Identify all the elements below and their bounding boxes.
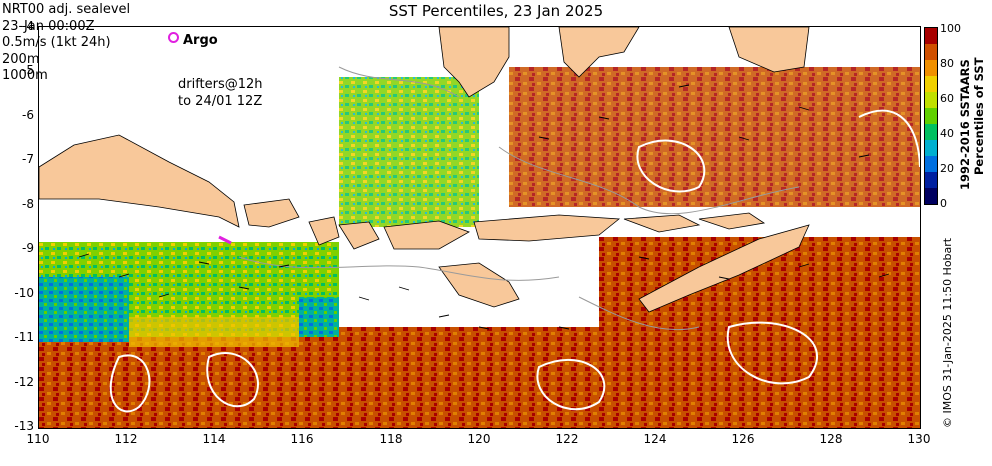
land-sumbawa	[383, 220, 470, 250]
legend-line: NRT00 adj. sealevel	[2, 2, 131, 17]
x-tick: 126	[731, 432, 755, 446]
colorbar-swatch	[925, 60, 937, 76]
colorbar-tick: 20	[940, 162, 954, 175]
colorbar-tick: 60	[940, 92, 954, 105]
land-flores	[473, 214, 621, 242]
land-sulawesi	[558, 27, 640, 78]
land-alor	[623, 214, 701, 233]
legend-line: 0.5m/s (1kt 24h)	[2, 35, 111, 50]
land-north-islands	[728, 27, 810, 73]
y-tick: -5	[22, 63, 34, 77]
x-tick: 122	[555, 432, 579, 446]
colorbar-swatch	[925, 92, 937, 108]
land-borneo	[438, 27, 510, 98]
x-tick: 112	[114, 432, 138, 446]
legend-line: 23-Jan 00:00Z	[2, 18, 95, 34]
colorbar-tick: 40	[940, 127, 954, 140]
y-tick: -13	[14, 419, 34, 433]
colorbar-label-line1: 1992-2016 SSTAARS	[958, 59, 972, 190]
x-tick: 128	[819, 432, 843, 446]
drifters-legend: drifters@12h to 24/01 12Z	[178, 77, 263, 110]
colorbar-swatch	[925, 188, 937, 204]
x-tick: 124	[643, 432, 667, 446]
current-vectors	[78, 84, 890, 330]
sst-cool-west	[39, 277, 129, 342]
sst-cool-patch	[299, 297, 339, 337]
sst-field	[39, 67, 920, 428]
argo-circle-icon	[168, 32, 179, 43]
y-tick: -6	[22, 108, 34, 122]
land-timor	[638, 224, 810, 313]
map-plot-area[interactable]	[38, 26, 921, 429]
legend-line: 200m	[2, 51, 40, 67]
colorbar-label: 1992-2016 SSTAARS Percentiles of SST	[958, 30, 992, 200]
y-tick: -7	[22, 152, 34, 166]
drifter-track	[218, 235, 232, 245]
land-wetar	[698, 212, 766, 230]
y-tick: -10	[14, 286, 34, 300]
x-tick: 120	[467, 432, 491, 446]
x-tick: 116	[290, 432, 314, 446]
colorbar-swatch	[925, 44, 937, 60]
colorbar-swatch	[925, 124, 937, 140]
land-masses	[39, 27, 810, 313]
colorbar-tick: 80	[940, 57, 954, 70]
legend-line: 1000m	[2, 68, 48, 83]
argo-label: Argo	[183, 33, 218, 48]
colorbar-swatch	[925, 108, 937, 124]
x-tick: 114	[202, 432, 226, 446]
colorbar-tick: 100	[940, 22, 961, 35]
y-tick: -12	[14, 375, 34, 389]
colorbar	[924, 27, 938, 205]
y-tick: -9	[22, 241, 34, 255]
colorbar-tick: 0	[940, 197, 947, 210]
colorbar-label-line2: Percentiles of SST	[972, 57, 986, 175]
sealevel-contours	[109, 109, 920, 413]
argo-legend: Argo	[168, 32, 218, 48]
sst-warm-northeast	[509, 67, 920, 207]
x-tick: 118	[379, 432, 403, 446]
y-tick: -4	[22, 19, 34, 33]
drifters-line: to 24/01 12Z	[178, 93, 263, 109]
y-tick: -8	[22, 197, 34, 211]
y-tick: -11	[14, 330, 34, 344]
x-tick: 110	[26, 432, 50, 446]
colorbar-swatch	[925, 140, 937, 156]
credit-text: © IMOS 31-Jan-2025 11:50 Hobart	[941, 237, 954, 428]
drifters-line: drifters@12h	[178, 77, 263, 92]
colorbar-swatch	[925, 156, 937, 172]
colorbar-swatch	[925, 76, 937, 92]
depth-contours	[238, 66, 800, 331]
colorbar-swatch	[925, 172, 937, 188]
land-bali	[308, 216, 340, 246]
land-java	[39, 134, 240, 228]
map-legend: NRT00 adj. sealevel 23-Jan 00:00Z 0.5m/s…	[2, 2, 130, 85]
x-tick: 130	[907, 432, 931, 446]
map-title: SST Percentiles, 23 Jan 2025	[388, 2, 604, 20]
sst-map	[39, 27, 920, 428]
land-sumba	[438, 262, 520, 308]
land-lombok	[338, 221, 380, 250]
land-madura	[243, 198, 300, 228]
sst-yellow-band	[129, 317, 299, 347]
sst-mid-central	[339, 77, 479, 227]
colorbar-swatch	[925, 28, 937, 44]
